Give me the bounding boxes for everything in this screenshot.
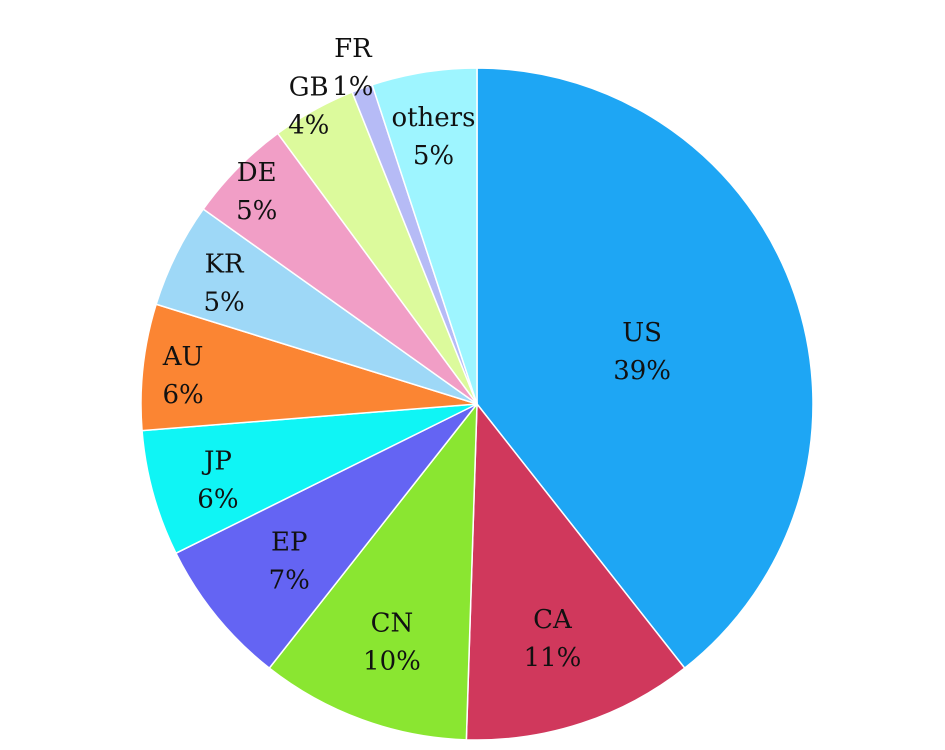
- slice-name-label-gb: GB: [289, 73, 329, 103]
- slice-name-label-us: US: [622, 318, 662, 348]
- slice-percent-label-ep: 7%: [269, 566, 310, 596]
- pie-slice-ca: [465, 401, 686, 741]
- slice-percent-label-cn: 10%: [363, 647, 421, 677]
- slice-percent-label-gb: 4%: [288, 111, 329, 141]
- slice-name-label-kr: KR: [205, 250, 245, 280]
- pie-slice-au: [140, 303, 478, 432]
- pie-slices: [140, 67, 814, 741]
- slice-percent-label-ca: 11%: [524, 643, 582, 673]
- slice-percent-label-kr: 5%: [203, 288, 244, 318]
- pie-slice-jp: [141, 403, 478, 555]
- pie-slice-cn: [268, 401, 478, 741]
- slice-name-label-au: AU: [162, 342, 204, 372]
- slice-percent-label-au: 6%: [163, 380, 204, 410]
- slice-name-label-cn: CN: [371, 609, 414, 639]
- slice-percent-label-jp: 6%: [197, 485, 238, 515]
- slice-percent-label-others: 5%: [413, 141, 454, 171]
- slice-percent-label-de: 5%: [236, 196, 277, 226]
- slice-name-label-fr: FR: [334, 34, 373, 64]
- pie-labels: US 39% CA 11% CN 10% EP 7% JP 6% AU 6% KR 5% DE 5% GB 4% F…: [162, 34, 671, 677]
- slice-percent-label-us: 39%: [613, 356, 671, 386]
- slice-percent-label-fr: 1%: [332, 72, 373, 102]
- slice-name-label-jp: JP: [201, 447, 232, 477]
- pie-slice-ep: [174, 403, 478, 670]
- slice-name-label-ca: CA: [533, 605, 573, 635]
- slice-name-label-ep: EP: [271, 528, 307, 558]
- pie-slice-us: [476, 67, 814, 670]
- slice-name-label-others: others: [391, 103, 475, 133]
- pie-slice-others: [371, 67, 478, 405]
- slice-name-label-de: DE: [237, 158, 277, 188]
